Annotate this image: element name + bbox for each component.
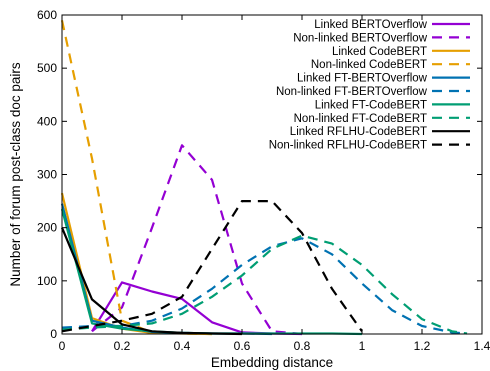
legend-label: Non-linked FT-BERTOverflow: [276, 86, 428, 98]
y-tick-label: 100: [37, 274, 57, 288]
y-tick-label: 500: [37, 61, 57, 75]
legend-label: Linked CodeBERT: [332, 46, 427, 58]
x-tick-label: 0: [59, 339, 66, 353]
x-tick-label: 1: [359, 339, 366, 353]
x-tick-label: 0.2: [114, 339, 131, 353]
series-line-linked-bertoverflow: [91, 281, 303, 336]
axis-ticks: 0 0.2 0.4 0.6 0.8 1 1.2 1.4 0 100 200 300 400 500 600: [37, 8, 490, 353]
series-line-non-linked-ft-bertoverflow: [61, 237, 468, 335]
legend-label: Non-linked RFLHU-CodeBERT: [269, 140, 427, 152]
y-axis-label: Number of forum post-class doc pairs: [8, 62, 23, 287]
x-tick-label: 0.4: [174, 339, 191, 353]
legend-label: Linked FT-BERTOverflow: [297, 73, 428, 85]
legend-label: Linked BERTOverflow: [314, 19, 427, 31]
x-tick-label: 0.8: [294, 339, 311, 353]
series-line-non-linked-bertoverflow: [91, 144, 303, 336]
x-tick-label: 1.2: [414, 339, 431, 353]
series-line-non-linked-ft-codebert: [61, 234, 468, 335]
series-line-linked-codebert: [60, 192, 213, 336]
series-line-linked-ft-codebert: [60, 208, 363, 336]
x-tick-label: 0.6: [234, 339, 251, 353]
y-tick-label: 200: [37, 221, 57, 235]
x-tick-label: 1.4: [474, 339, 490, 353]
legend-label: Linked RFLHU-CodeBERT: [290, 126, 427, 138]
legend-label: Linked FT-CodeBERT: [315, 99, 427, 111]
y-tick-label: 0: [50, 327, 57, 341]
y-tick-label: 400: [37, 114, 57, 128]
y-tick-label: 600: [37, 8, 57, 22]
legend-label: Non-linked FT-CodeBERT: [294, 113, 427, 125]
legend-label: Non-linked CodeBERT: [311, 59, 427, 71]
x-axis-label: Embedding distance: [211, 355, 333, 370]
y-tick-label: 300: [37, 168, 57, 182]
legend-label: Non-linked BERTOverflow: [293, 32, 427, 44]
